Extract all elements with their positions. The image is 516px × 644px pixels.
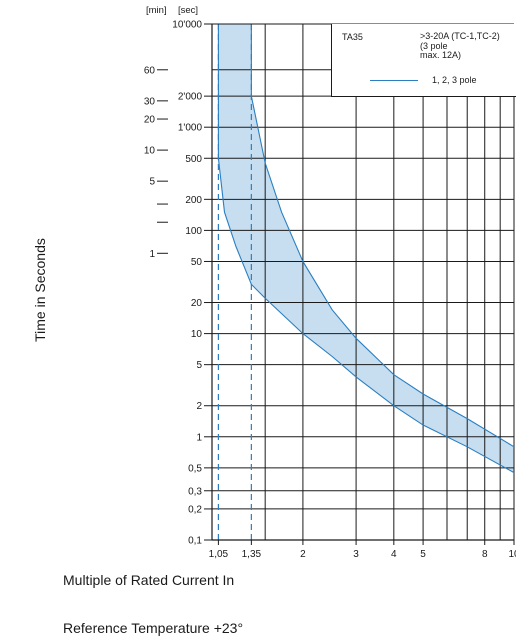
legend-entry-label: 1, 2, 3 pole: [432, 75, 477, 85]
seconds-unit-label: [sec]: [178, 5, 198, 16]
tick-labels: 10'000 2'000 1'000 500 200 100 50 20 10 5 2 1 0,5 0,3…: [144, 5, 516, 560]
trip-curve-upper: [250, 96, 515, 448]
legend: TA35 >3-20A (TC-1,TC-2) (3 pole max. 12A…: [331, 24, 516, 97]
y-tick-label-sec: 50: [191, 257, 203, 268]
x-tick-label: 5: [420, 549, 426, 560]
legend-description: >3-20A (TC-1,TC-2) (3 pole max. 12A): [420, 31, 515, 61]
minutes-unit-label: [min]: [146, 5, 167, 16]
y-tick-label-sec: 20: [191, 298, 203, 309]
legend-description-line: max. 12A): [420, 50, 462, 60]
axes: [157, 23, 515, 545]
y-tick-label-sec: 100: [185, 226, 202, 237]
y-tick-label-sec: 10'000: [172, 20, 202, 31]
y-axis-label: Time in Seconds: [32, 238, 48, 342]
legend-title: TA35: [342, 32, 363, 42]
y-tick-label-sec: 1: [196, 432, 202, 443]
x-tick-label: 3: [353, 549, 359, 560]
y-tick-label-sec: 1'000: [178, 123, 203, 134]
x-axis-label: Multiple of Rated Current In: [63, 572, 235, 588]
y-tick-label-sec: 0,5: [188, 463, 202, 474]
legend-description-line: (3 pole: [420, 40, 448, 51]
legend-description-line: >3-20A (TC-1,TC-2): [420, 31, 500, 41]
x-tick-label: 10: [508, 549, 516, 560]
y-tick-label-sec: 2'000: [178, 92, 203, 103]
y-tick-label-min: 5: [149, 177, 155, 188]
y-tick-label-sec: 0,2: [188, 504, 202, 515]
legend-line-swatch: [370, 80, 418, 81]
tolerance-band: [218, 24, 514, 473]
x-tick-label: 1,05: [209, 549, 229, 560]
y-tick-label-min: 20: [144, 115, 156, 126]
y-tick-label-sec: 0,1: [188, 536, 202, 547]
y-tick-label-sec: 0,3: [188, 486, 202, 497]
y-tick-label-min: 60: [144, 65, 156, 76]
x-tick-label: 8: [482, 549, 488, 560]
tolerance-band-area: [218, 24, 514, 473]
trip-curve-lower: [217, 158, 515, 474]
curves: [217, 24, 515, 540]
y-tick-label-min: 1: [149, 249, 155, 260]
y-tick-label-sec: 200: [185, 195, 202, 206]
x-tick-label: 1,35: [242, 549, 262, 560]
y-tick-label-sec: 10: [191, 329, 203, 340]
y-tick-label-min: 30: [144, 96, 156, 107]
x-tick-label: 4: [391, 549, 397, 560]
y-tick-label-sec: 5: [196, 360, 202, 371]
reference-temperature-note: Reference Temperature +23°: [63, 620, 244, 636]
y-tick-label-sec: 2: [196, 401, 202, 412]
x-tick-label: 2: [300, 549, 306, 560]
y-tick-label-min: 10: [144, 146, 156, 157]
y-tick-label-sec: 500: [185, 154, 202, 165]
